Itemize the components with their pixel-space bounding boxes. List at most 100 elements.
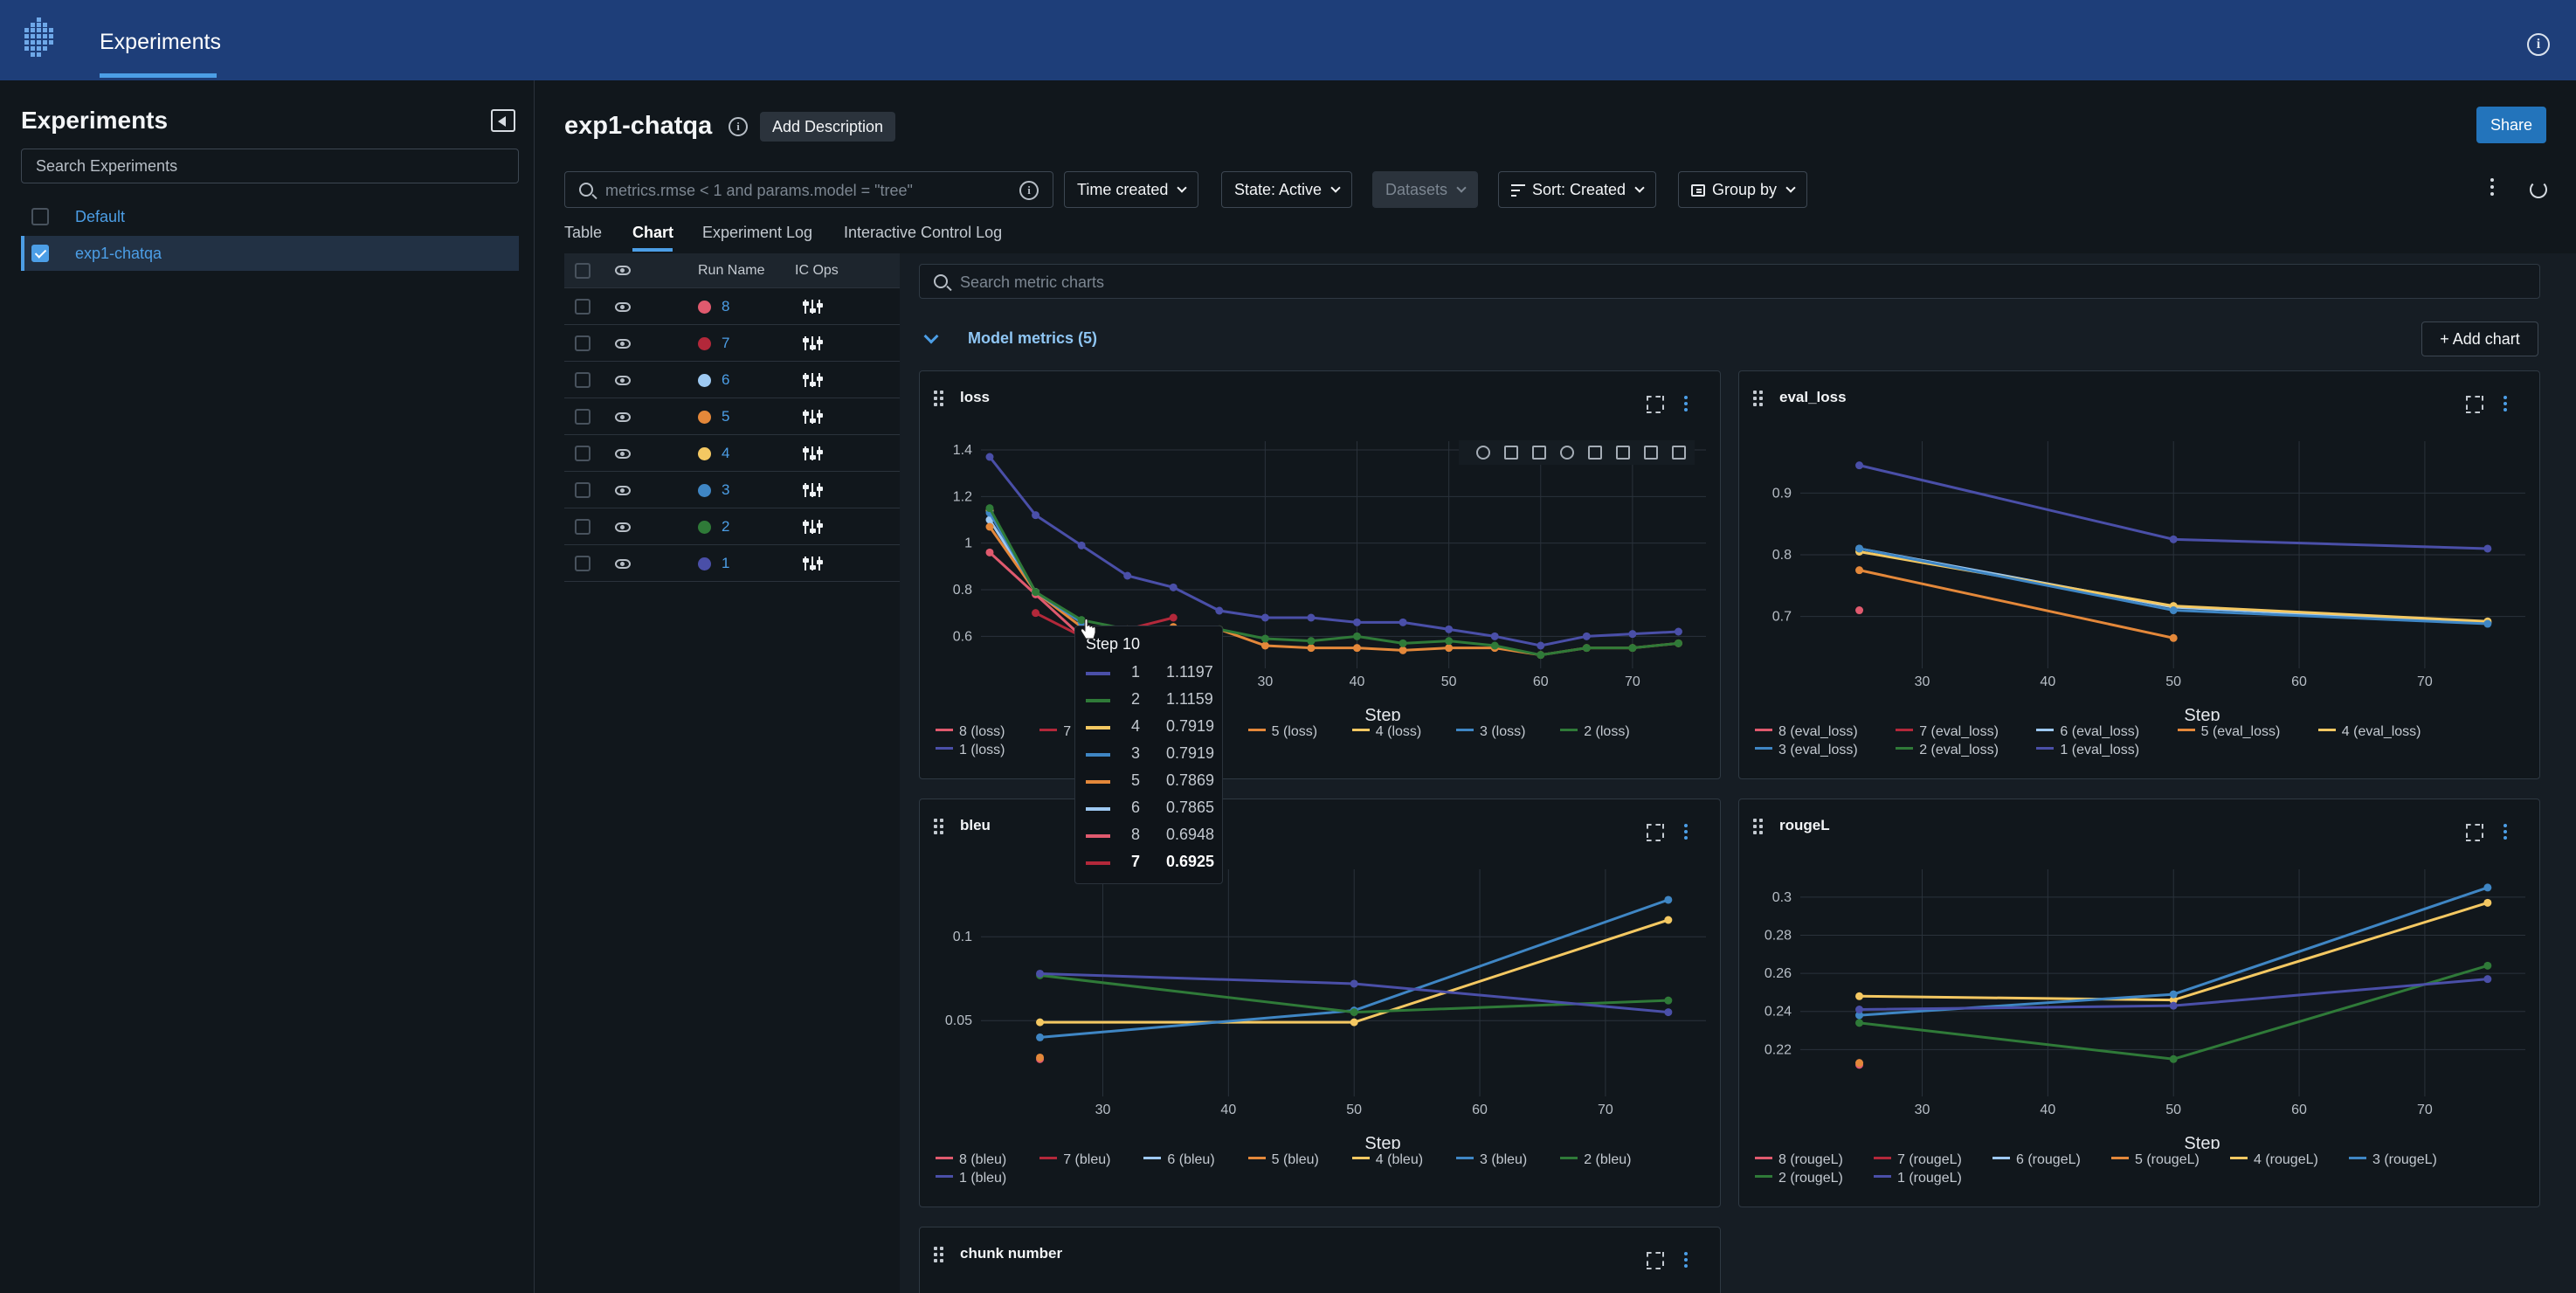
collapse-sidebar-icon[interactable] [491,109,515,132]
tab-interactive-control-log[interactable]: Interactive Control Log [844,224,1003,241]
chart-menu-icon[interactable] [2503,824,2508,841]
run-name-link[interactable]: 7 [722,335,730,351]
data-point[interactable] [1032,588,1040,597]
data-point[interactable] [1537,651,1545,660]
data-point[interactable] [1169,613,1178,622]
group-by-dropdown[interactable]: Group by [1678,171,1808,208]
row-checkbox[interactable] [575,335,590,351]
info-icon[interactable]: i [1019,181,1039,200]
series-4[interactable] [1855,898,2492,1005]
data-point[interactable] [1855,544,1864,553]
series-line[interactable] [988,456,1679,647]
run-color-dot[interactable] [698,521,711,534]
data-point[interactable] [2483,961,2492,970]
run-color-dot[interactable] [698,411,711,424]
table-row[interactable]: 7 [564,325,900,362]
add-chart-button[interactable]: + Add chart [2421,322,2538,356]
run-color-dot[interactable] [698,447,711,460]
data-point[interactable] [1077,616,1086,625]
series-4[interactable] [985,506,1086,626]
zoom-icon[interactable] [1476,446,1490,460]
visibility-icon[interactable] [615,486,631,495]
section-title[interactable]: Model metrics (5) [968,329,1098,347]
zoom-in-icon[interactable] [1588,446,1602,460]
series-2[interactable] [1036,971,1673,1017]
row-checkbox[interactable] [575,482,590,498]
legend-item[interactable]: 4 (eval_loss) [2317,724,2421,740]
sidebar-item-exp1-chatqa[interactable]: exp1-chatqa [21,236,519,271]
data-point[interactable] [985,522,994,531]
series-1[interactable] [985,453,1682,650]
data-point[interactable] [1674,627,1682,636]
runs-search-input[interactable] [605,180,998,201]
data-point[interactable] [1398,639,1407,647]
data-point[interactable] [1350,1018,1358,1027]
drag-handle-icon[interactable] [934,1247,944,1262]
data-point[interactable] [1664,1008,1673,1017]
sidebar-item-label[interactable]: Default [75,208,126,225]
nav-tab-experiments[interactable]: Experiments [100,30,221,54]
legend-item[interactable]: 2 (bleu) [1560,1152,1631,1168]
data-point[interactable] [1674,639,1682,647]
legend-item[interactable]: 1 (rougeL) [1874,1171,1962,1186]
ic-ops-sliders-icon[interactable] [802,555,823,572]
run-name-link[interactable]: 2 [722,518,730,535]
datasets-dropdown[interactable]: Datasets [1372,171,1479,208]
data-point[interactable] [1260,641,1269,650]
series-8[interactable] [1855,606,1864,615]
reset-axes-icon[interactable] [1672,446,1686,460]
series-3[interactable] [1855,544,2492,628]
legend-item[interactable]: 4 (bleu) [1351,1152,1423,1168]
line-chart[interactable]: 30 40 50 60 70 0.05 0.1 Step [920,799,1722,1149]
row-checkbox[interactable] [575,446,590,461]
chart-menu-icon[interactable] [1683,824,1689,841]
line-chart[interactable]: 30 40 50 60 70 0.6 0.8 1 1.2 1.4 Step [920,371,1722,721]
select-all-checkbox[interactable] [575,263,590,279]
data-point[interactable] [1855,1011,1864,1020]
app-logo[interactable] [19,16,68,65]
series-1[interactable] [1855,461,2492,553]
series-4[interactable] [1036,916,1673,1027]
metric-search-input[interactable] [960,272,1746,293]
table-row[interactable]: 4 [564,435,900,472]
ic-ops-sliders-icon[interactable] [802,518,823,536]
data-point[interactable] [1490,632,1499,640]
drag-handle-icon[interactable] [934,391,944,406]
series-2[interactable] [985,504,1682,660]
search-experiments-input[interactable] [21,149,519,183]
runs-search-field[interactable]: i [564,171,1053,208]
zoom-out-icon[interactable] [1616,446,1630,460]
data-point[interactable] [2169,990,2178,999]
visibility-icon[interactable] [615,266,631,275]
sort-dropdown[interactable]: Sort: Created [1498,171,1657,208]
run-name-link[interactable]: 1 [722,555,730,571]
time-created-dropdown[interactable]: Time created [1064,171,1199,208]
table-row[interactable]: 3 [564,472,900,508]
series-1[interactable] [1036,969,1673,1017]
info-icon[interactable]: i [2527,33,2550,56]
data-point[interactable] [1855,1019,1864,1027]
legend-item[interactable]: 7 (rougeL) [1874,1152,1962,1168]
data-point[interactable] [985,548,994,557]
legend-item[interactable]: 1 (bleu) [936,1171,1006,1186]
fullscreen-icon[interactable] [1647,1252,1661,1266]
data-point[interactable] [2169,996,2178,1005]
series-5[interactable] [1855,1059,1864,1068]
legend-item[interactable]: 8 (eval_loss) [1755,724,1858,740]
data-point[interactable] [1398,618,1407,626]
legend-item[interactable]: 2 (rougeL) [1755,1171,1843,1186]
ic-ops-sliders-icon[interactable] [802,445,823,462]
drag-handle-icon[interactable] [934,819,944,834]
state-dropdown[interactable]: State: Active [1221,171,1353,208]
column-header-run-name[interactable]: Run Name [698,263,765,278]
data-point[interactable] [1664,996,1673,1005]
chart-menu-icon[interactable] [2503,396,2508,413]
data-point[interactable] [2169,1054,2178,1063]
box-select-icon[interactable] [1532,446,1546,460]
data-point[interactable] [985,504,994,513]
sidebar-item-default[interactable]: Default [21,199,519,234]
ic-ops-sliders-icon[interactable] [802,335,823,352]
data-point[interactable] [1036,1053,1045,1061]
data-point[interactable] [1353,618,1362,626]
tab-table[interactable]: Table [564,224,603,241]
